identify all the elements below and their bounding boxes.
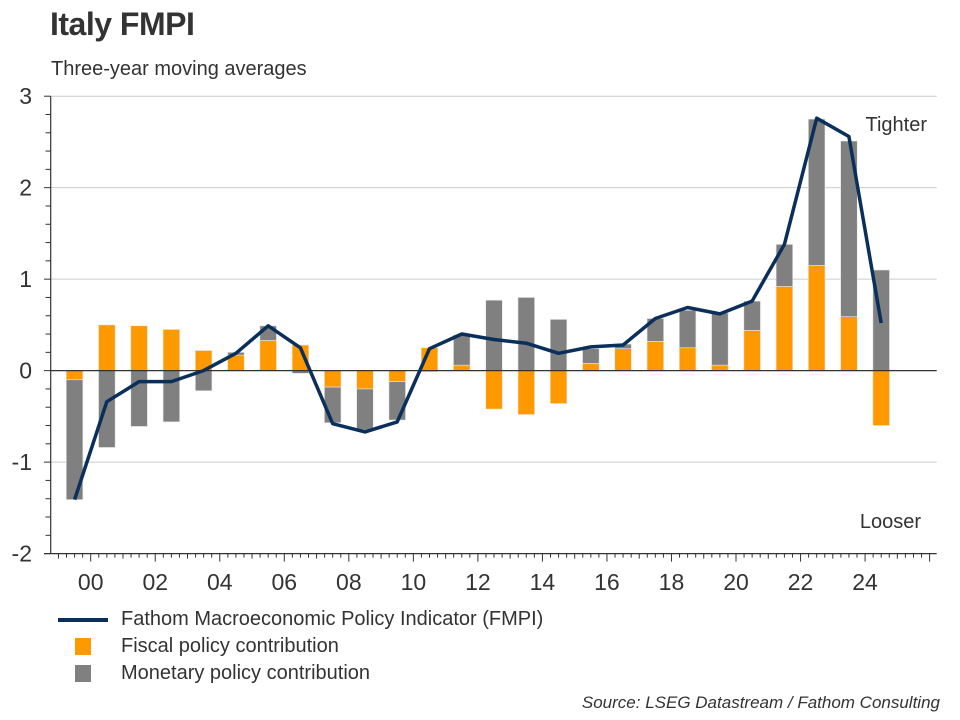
- bar-monetary-2012: [485, 299, 503, 371]
- x-tick-label: 24: [852, 569, 878, 595]
- bar-fiscal-2000: [98, 324, 116, 371]
- bar-fiscal-2011: [453, 364, 471, 371]
- bar-fiscal-2017: [646, 341, 664, 371]
- bar-fiscal-2023: [840, 316, 858, 371]
- bar-monetary-2015: [582, 348, 600, 364]
- legend-item-monetary: Monetary policy contribution: [58, 660, 543, 687]
- bar-fiscal-2013: [517, 370, 535, 415]
- bar-fiscal-2009: [388, 370, 406, 382]
- y-tick-label: 2: [19, 175, 32, 201]
- bar-fiscal-2022: [808, 265, 826, 371]
- x-tick-label: 14: [530, 569, 556, 595]
- legend-item-fiscal: Fiscal policy contribution: [58, 633, 543, 660]
- chart-title: Italy FMPI: [50, 6, 195, 42]
- bar-fiscal-2016: [614, 348, 632, 371]
- bar-fiscal-1999: [65, 370, 84, 381]
- bar-fiscal-2005: [259, 340, 277, 371]
- bar-fiscal-2015: [582, 363, 600, 371]
- annotation-tighter: Tighter: [865, 114, 927, 136]
- fmpi-line: [72, 116, 883, 501]
- y-tick-label: 0: [19, 358, 32, 384]
- source-note: Source: LSEG Datastream / Fathom Consult…: [581, 693, 940, 712]
- bar-fiscal-2007: [324, 370, 342, 388]
- bar-fiscal-2008: [356, 370, 374, 390]
- legend-line-swatch: [58, 617, 108, 622]
- bar-monetary-2018: [679, 309, 697, 349]
- bar-monetary-2013: [517, 297, 535, 371]
- legend-monetary-swatch: [75, 665, 91, 682]
- y-tick-label: -2: [12, 541, 32, 567]
- chart-subtitle: Three-year moving averages: [51, 58, 307, 80]
- bar-fiscal-2014: [549, 370, 568, 404]
- legend-label: Fiscal policy contribution: [121, 635, 339, 657]
- bar-monetary-2001: [130, 370, 148, 427]
- bar-fiscal-2001: [130, 325, 148, 371]
- bars: [65, 118, 890, 500]
- y-tick-label: 3: [19, 83, 32, 109]
- bar-fiscal-2019: [711, 364, 729, 371]
- bar-monetary-2020: [743, 300, 761, 331]
- x-tick-label: 16: [594, 569, 620, 595]
- legend-label: Fathom Macroeconomic Policy Indicator (F…: [121, 608, 544, 630]
- bar-monetary-2007: [324, 386, 342, 424]
- bar-monetary-2011: [453, 334, 471, 366]
- x-tick-label: 20: [723, 569, 749, 595]
- y-tick-label: -1: [12, 449, 32, 475]
- bar-fiscal-2020: [743, 330, 761, 371]
- x-tick-label: 02: [142, 569, 168, 595]
- y-tick-label: 1: [19, 266, 32, 292]
- bar-fiscal-2018: [679, 347, 697, 371]
- bar-monetary-1999: [65, 379, 84, 500]
- x-tick-label: 22: [788, 569, 814, 595]
- fmpi-line-group: [72, 116, 883, 501]
- legend-label: Monetary policy contribution: [121, 662, 371, 684]
- bar-monetary-2000: [98, 370, 116, 448]
- legend-fiscal-swatch: [75, 638, 91, 655]
- x-tick-label: 06: [272, 569, 298, 595]
- x-tick-label: 00: [78, 569, 104, 595]
- bar-fiscal-2012: [485, 370, 503, 410]
- bar-fiscal-2002: [162, 329, 180, 371]
- bar-fiscal-2021: [775, 286, 794, 371]
- bar-monetary-2009: [388, 381, 406, 421]
- x-tick-label: 04: [207, 569, 233, 595]
- bar-fiscal-2024: [872, 370, 890, 426]
- x-tick-label: 10: [401, 569, 427, 595]
- legend: Fathom Macroeconomic Policy Indicator (F…: [58, 606, 543, 687]
- annotation-looser: Looser: [860, 511, 921, 533]
- bar-monetary-2021: [775, 244, 794, 287]
- x-tick-label: 18: [659, 569, 685, 595]
- bar-monetary-2014: [549, 319, 568, 371]
- bar-monetary-2008: [356, 388, 374, 431]
- legend-item-fmpi: Fathom Macroeconomic Policy Indicator (F…: [58, 606, 543, 633]
- x-tick-label: 08: [336, 569, 362, 595]
- x-tick-label: 12: [465, 569, 491, 595]
- bar-monetary-2019: [711, 312, 729, 366]
